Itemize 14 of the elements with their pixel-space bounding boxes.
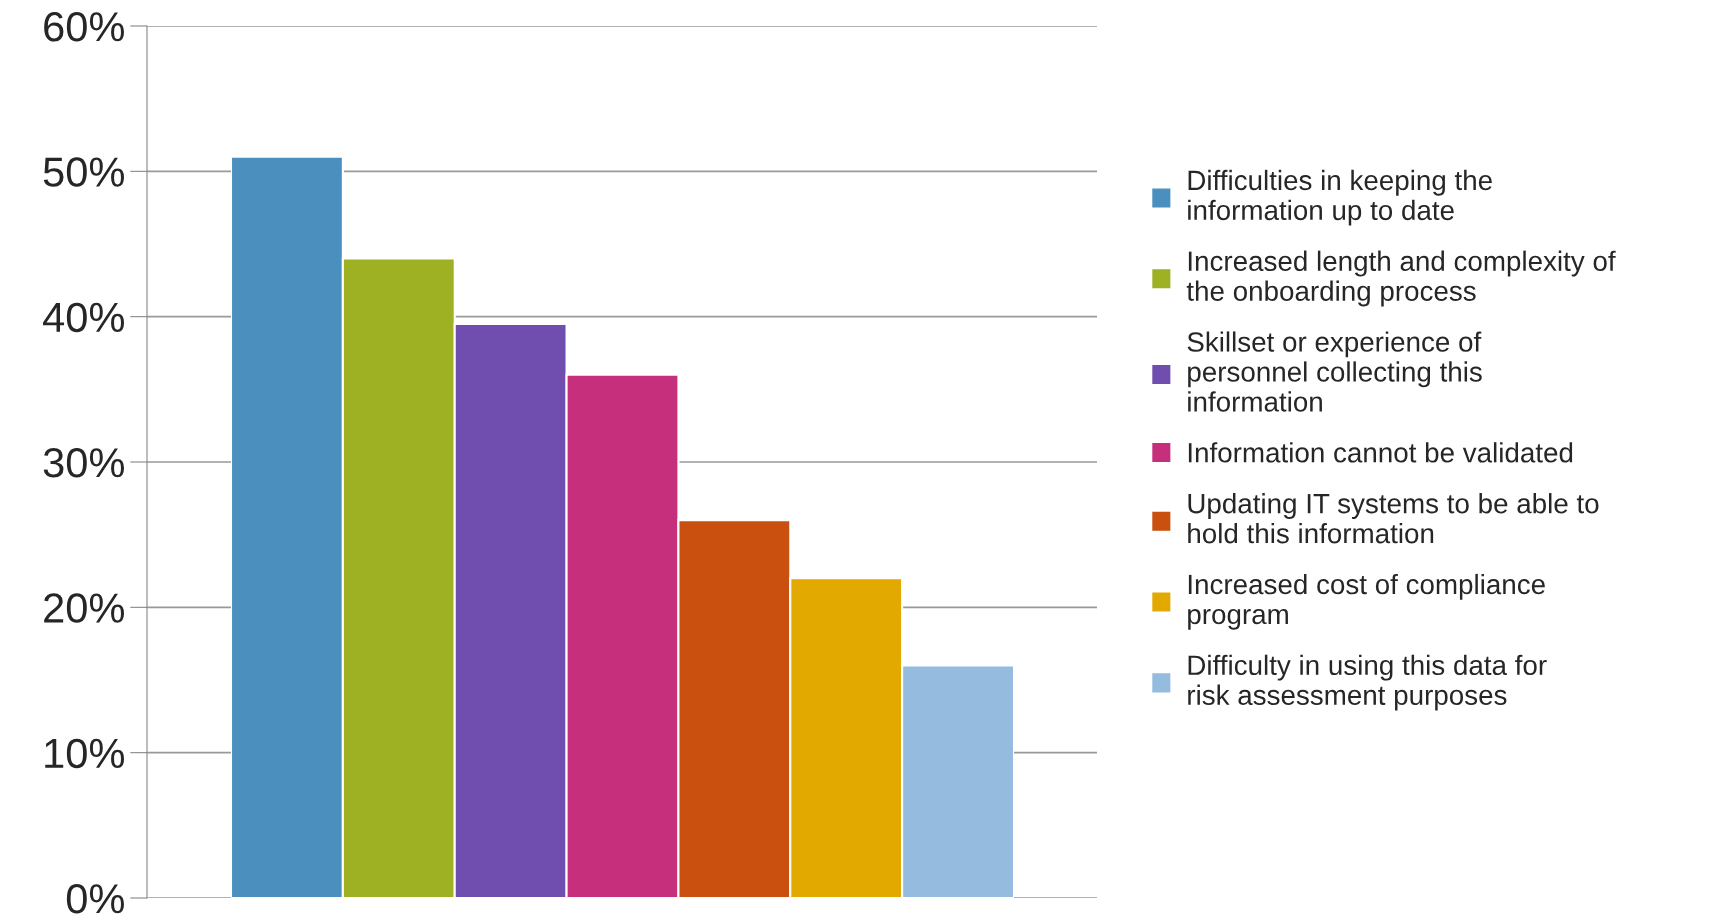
y-tick-label: 50% — [43, 157, 124, 187]
legend-label: Updating IT systems to be able to hold this information — [1188, 493, 1599, 544]
legend-label: Difficulties in keeping the information up to date — [1188, 169, 1492, 226]
y-tick-label: 0% — [66, 884, 124, 914]
legend-label: Information cannot be validated — [1188, 442, 1573, 463]
legend-label: Skillset or experience of personnel collecting this information — [1187, 331, 1482, 412]
legend-label: Increased cost of compliance program — [1188, 573, 1545, 630]
y-tick-label: 20% — [44, 593, 124, 623]
y-tick-label: 10% — [45, 738, 124, 769]
legend-label: Difficulty in using this data for risk assessment purposes — [1188, 654, 1547, 711]
y-tick-label: 30% — [43, 448, 124, 478]
y-tick-label: 60% — [44, 12, 124, 42]
legend-label: Increased length and complexity of the onboarding process — [1186, 250, 1616, 307]
y-tick-label: 40% — [43, 302, 124, 333]
